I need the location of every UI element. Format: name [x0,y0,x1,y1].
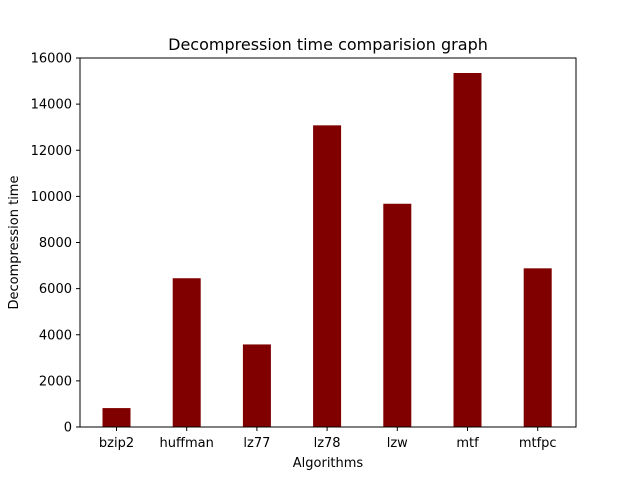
x-tick-label: mtf [456,436,479,451]
bar-bzip2 [102,408,131,427]
x-tick-label: bzip2 [99,436,134,451]
x-tick-label: lzw [387,436,408,451]
y-tick-label: 14000 [31,98,72,113]
x-axis-ticks: bzip2 huffman lz77 lz78 lzw mtf mtfpc [99,427,557,451]
bar-huffman [172,278,201,427]
bar-mtfpc [523,268,552,427]
y-axis-ticks: 0 2000 4000 6000 8000 10000 12000 14000 16000 [31,52,80,436]
x-tick-label: lz78 [314,436,341,451]
bar-lz77 [242,344,271,427]
x-tick-label: huffman [160,436,214,451]
y-tick-label: 0 [64,421,72,436]
y-axis-title: Decompression time [7,176,22,310]
y-tick-label: 12000 [31,144,72,159]
chart-title: Decompression time comparision graph [168,35,488,54]
bar-lzw [383,203,412,427]
plot-frame [79,57,577,428]
bars [102,72,552,427]
bar-lz78 [313,125,342,427]
y-tick-label: 6000 [39,282,72,297]
y-tick-label: 16000 [31,52,72,67]
y-tick-label: 4000 [39,328,72,343]
y-tick-label: 8000 [39,236,72,251]
x-tick-label: mtfpc [519,436,557,451]
y-tick-label: 10000 [31,190,72,205]
x-tick-label: lz77 [243,436,270,451]
x-axis-title: Algorithms [293,456,364,471]
y-tick-label: 2000 [39,374,72,389]
bar-mtf [453,72,482,427]
